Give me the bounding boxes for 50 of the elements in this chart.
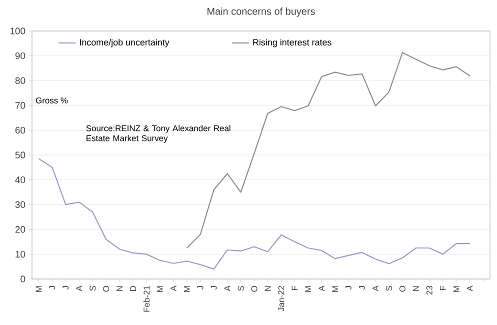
- x-tick-label: J: [210, 286, 217, 290]
- y-tick-label: 10: [16, 250, 26, 258]
- chart-title: Main concerns of buyers: [208, 8, 315, 17]
- y-tick-label: 80: [15, 77, 26, 84]
- y-axis-title: Gross %: [36, 97, 68, 104]
- x-tick-label: O: [103, 286, 110, 292]
- x-tick-label: J: [62, 286, 69, 290]
- y-tick-label: 100: [10, 28, 26, 34]
- x-tick-label: N: [413, 286, 419, 291]
- legend-label: Rising interest rates: [253, 38, 332, 48]
- x-tick-label: M: [184, 286, 190, 292]
- x-tick-label: Jan-22: [278, 286, 284, 312]
- y-tick-label: 20: [15, 226, 26, 233]
- x-tick-label: M: [36, 286, 42, 292]
- annotation: Source:REINZ & Tony Alexander Real Estate Market Survey: [86, 125, 230, 143]
- x-tick-label: S: [238, 286, 244, 291]
- y-tick-label: 0: [20, 276, 26, 282]
- line-series: [38, 158, 470, 270]
- x-tick-label: S: [90, 286, 96, 291]
- x-tick-label: O: [251, 286, 258, 292]
- x-tick-label: F: [440, 286, 446, 290]
- x-tick-label: A: [318, 286, 325, 292]
- x-tick-label: 23: [426, 286, 432, 295]
- y-tick-label: 50: [15, 152, 26, 158]
- x-tick-label: M: [453, 286, 460, 292]
- x-tick-label: S: [386, 286, 392, 291]
- x-tick-label: J: [197, 286, 204, 290]
- x-tick-label: M: [332, 286, 338, 292]
- x-tick-label: J: [49, 286, 56, 290]
- x-tick-label: A: [466, 286, 473, 292]
- x-tick-label: N: [116, 286, 122, 291]
- y-tick-label: 70: [15, 102, 26, 109]
- legend-label: Income/job uncertainty: [80, 38, 170, 48]
- y-tick-label: 60: [15, 126, 26, 134]
- y-tick-label: 90: [15, 52, 26, 60]
- x-tick-label: A: [76, 286, 82, 292]
- y-tick-label: 30: [15, 201, 26, 208]
- x-tick-label: N: [264, 286, 271, 291]
- x-tick-label: D: [130, 286, 136, 291]
- x-tick-label: J: [359, 286, 365, 290]
- x-tick-label: A: [224, 286, 230, 292]
- x-tick-label: O: [399, 286, 406, 292]
- y-tick-label: 40: [15, 176, 26, 184]
- x-tick-label: A: [170, 286, 176, 292]
- x-tick-label: M: [157, 286, 163, 292]
- x-tick-label: F: [292, 286, 298, 290]
- x-tick-label: Feb-21: [143, 286, 150, 312]
- x-tick-label: J: [346, 286, 352, 290]
- x-tick-label: M: [305, 286, 312, 292]
- x-tick-label: A: [372, 286, 378, 292]
